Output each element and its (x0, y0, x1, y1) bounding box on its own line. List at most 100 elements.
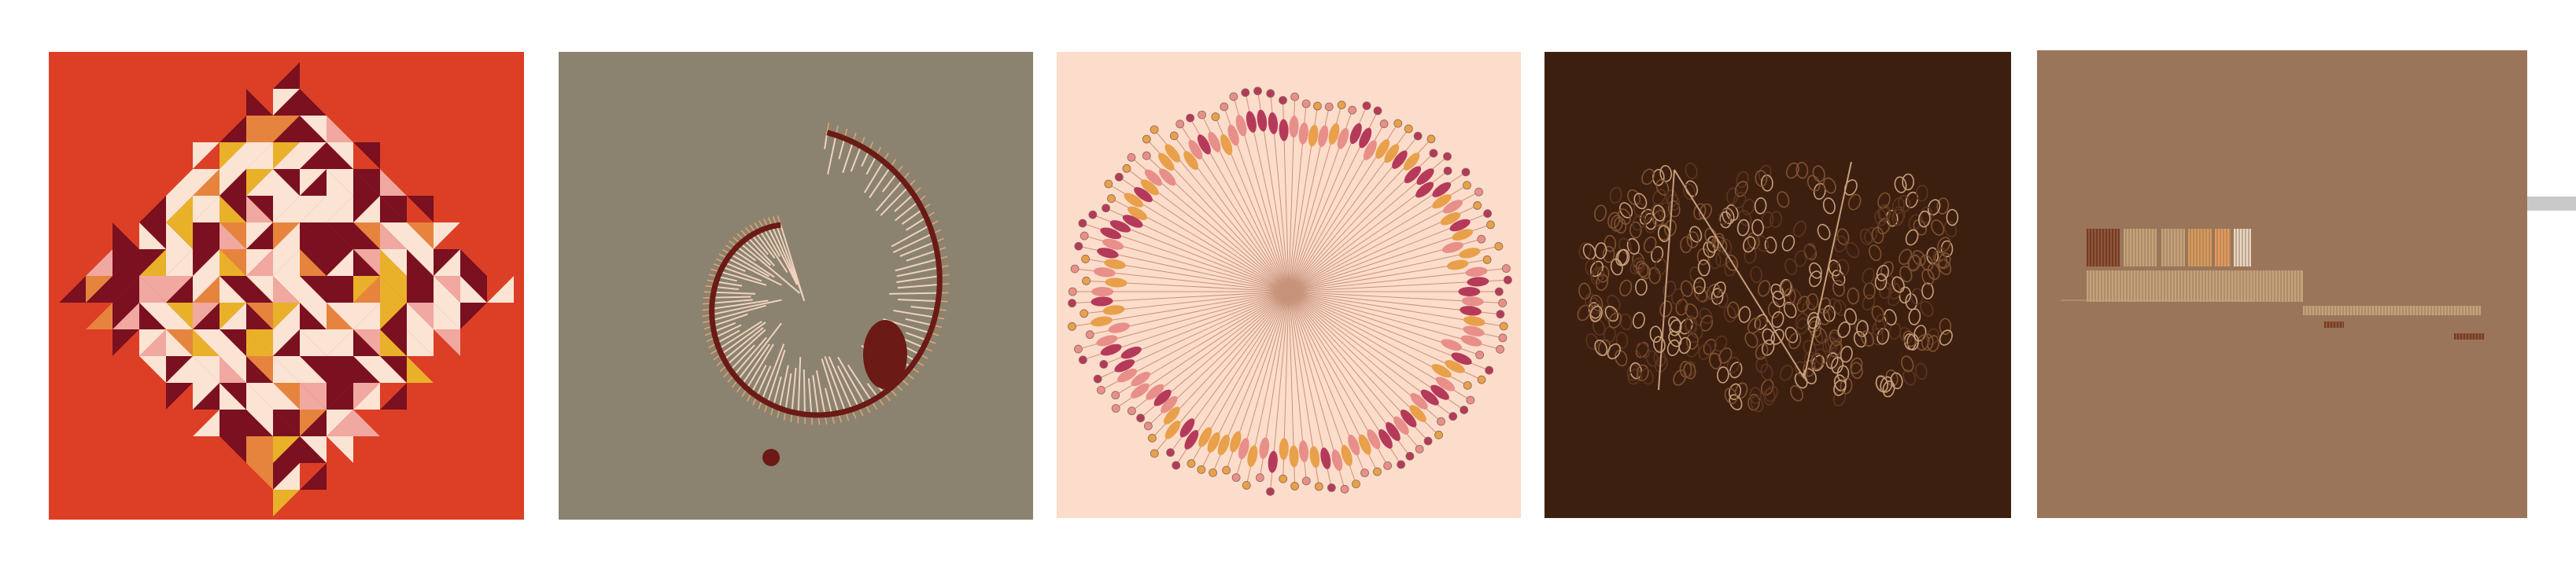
spiral-stick (861, 150, 870, 167)
spiral-stick (751, 365, 767, 393)
quilt-triangle (246, 436, 273, 463)
outline-shape (1781, 234, 1795, 252)
quilt-triangle (166, 222, 193, 249)
quilt-triangle (434, 329, 460, 356)
outline-shape (1871, 328, 1884, 346)
burst-petal (1289, 445, 1299, 468)
burst-petal (1318, 125, 1329, 147)
burst-petal (1104, 259, 1126, 270)
diagonal-line (1803, 161, 1852, 379)
outline-shape (1602, 245, 1615, 263)
burst-dot (1466, 395, 1475, 405)
spiral-stick (714, 285, 740, 290)
burst-petal (1465, 266, 1488, 277)
horizontal-scrollbar-thumb[interactable] (2527, 197, 2576, 211)
quilt-triangle (327, 169, 353, 196)
quilt-triangle (193, 249, 220, 276)
outline-shape (1936, 237, 1951, 253)
burst-petal (1378, 428, 1393, 449)
burst-petal (1144, 169, 1163, 186)
quilt-triangle (246, 142, 273, 169)
quilt-triangle (139, 196, 166, 222)
spiral-sticks-artwork (559, 52, 1033, 520)
burst-dot (1166, 448, 1175, 458)
outline-shape (1578, 242, 1592, 259)
outline-shape (1899, 248, 1913, 265)
quilt-triangle (300, 116, 327, 142)
burst-petal (1431, 364, 1452, 378)
burst-petal (1467, 277, 1489, 287)
burst-petal (1114, 359, 1135, 373)
outline-shape (1762, 388, 1776, 406)
outline-shape (1757, 280, 1771, 297)
outline-shape (1709, 352, 1722, 369)
burst-petal (1179, 418, 1195, 438)
quilt-triangle (193, 410, 220, 436)
burst-petal (1122, 215, 1143, 228)
quilt-triangle (487, 276, 514, 303)
outline-shape (1822, 177, 1836, 194)
outline-shape (1898, 195, 1911, 212)
quilt-triangle (353, 329, 380, 356)
spiral-stick (711, 299, 782, 316)
burst-dot (1253, 86, 1262, 96)
spiral-stick (737, 322, 782, 380)
outline-shape (1888, 282, 1901, 300)
spiral-stick (791, 367, 797, 413)
outline-shape (1902, 369, 1916, 386)
spiral-stick (711, 304, 766, 322)
quilt-triangle (193, 142, 220, 169)
burst-dot (1241, 88, 1250, 97)
burst-dot (1434, 430, 1443, 439)
spiral-stick (894, 200, 919, 222)
burst-dot (1373, 467, 1382, 476)
burst-petal (1105, 277, 1127, 288)
spiral-stick (906, 249, 937, 262)
quilt-triangle (246, 89, 273, 116)
outline-shape (1698, 343, 1712, 360)
outline-shape (1927, 263, 1940, 281)
quilt-triangle (59, 276, 86, 303)
burst-petal (1309, 446, 1320, 469)
spiral-stick (729, 344, 755, 371)
burst-petal (1164, 421, 1181, 439)
burst-dot (1209, 468, 1217, 477)
quilt-triangle (220, 142, 246, 169)
burst-petal (1100, 227, 1122, 240)
outline-shape (1818, 297, 1832, 314)
burst-petal (1459, 248, 1481, 259)
spiral-stick (889, 292, 939, 295)
burst-dot (1136, 413, 1146, 423)
outline-shape (1789, 385, 1803, 402)
burst-petal (1097, 248, 1119, 259)
quilt-triangle (220, 222, 246, 249)
outline-shape (1689, 322, 1703, 340)
burst-petal (1183, 151, 1199, 171)
quilt-triangle (300, 329, 327, 356)
quilt-triangle (273, 410, 300, 436)
outline-shape (1711, 288, 1724, 305)
outline-shape (1729, 394, 1743, 410)
outline-shape (1738, 306, 1751, 323)
outline-shape (1877, 204, 1890, 222)
burst-petal (1415, 182, 1434, 198)
tiled-outlines-artwork (1544, 52, 2011, 518)
spiral-line (709, 130, 943, 418)
outline-shape (1876, 264, 1889, 281)
outline-shape (1669, 319, 1682, 336)
outline-shape (1693, 285, 1708, 303)
burst-dot (1070, 264, 1079, 274)
spiral-stick (895, 258, 939, 272)
burst-petal (1430, 384, 1449, 400)
spiral-stick (755, 232, 776, 259)
burst-dot (1498, 299, 1508, 307)
quilt-triangle (220, 356, 246, 383)
quilt-triangle (246, 383, 273, 410)
quilt-triangle (193, 303, 220, 329)
outline-shape (1828, 259, 1841, 277)
outline-shape (1608, 312, 1622, 329)
burst-petal (1409, 405, 1426, 422)
stripe-block (2087, 270, 2303, 302)
outline-shape (1807, 175, 1821, 192)
outline-shape (1864, 226, 1878, 244)
